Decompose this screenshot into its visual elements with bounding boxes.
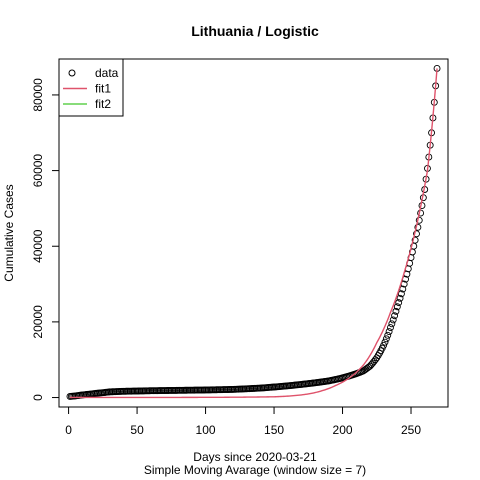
data-points <box>66 65 441 400</box>
fit1-line <box>69 68 438 399</box>
chart-title: Lithuania / Logistic <box>191 23 319 39</box>
data-point <box>381 338 389 346</box>
x-tick-label: 100 <box>196 423 216 437</box>
legend-symbol-data <box>68 69 76 77</box>
x-tick-label: 250 <box>401 423 421 437</box>
data-point <box>395 299 403 307</box>
x-axis: 0 50 100 150 200 250 <box>65 406 421 437</box>
y-tick-label: 40000 <box>31 229 45 263</box>
data-point <box>384 331 392 339</box>
legend-label-data: data <box>95 66 119 80</box>
y-tick-label: 80000 <box>31 78 45 112</box>
data-point <box>415 216 423 224</box>
legend-label-fit1: fit1 <box>95 82 111 96</box>
data-point <box>397 290 405 298</box>
data-point <box>411 236 419 244</box>
data-point <box>413 230 420 238</box>
x-tick-label: 150 <box>264 423 284 437</box>
fit-lines <box>69 68 438 399</box>
data-point <box>392 307 400 315</box>
y-axis: 0 20000 40000 60000 80000 <box>31 78 60 401</box>
y-tick-label: 0 <box>31 394 45 401</box>
legend-box <box>58 58 124 117</box>
y-axis-label: Cumulative Cases <box>2 184 16 281</box>
x-axis-sublabel: Simple Moving Avarage (window size = 7) <box>144 463 366 477</box>
x-tick-label: 200 <box>333 423 353 437</box>
x-tick-label: 0 <box>65 423 72 437</box>
y-tick-label: 60000 <box>31 154 45 188</box>
data-point <box>382 335 390 343</box>
legend-label-fit2: fit2 <box>95 97 111 111</box>
data-point <box>389 316 397 324</box>
data-point <box>380 341 388 349</box>
x-axis-label: Days since 2020-03-21 <box>193 450 317 464</box>
data-point <box>385 328 393 335</box>
x-tick-label: 50 <box>130 423 144 437</box>
data-point <box>393 303 401 311</box>
data-point <box>387 324 394 332</box>
data-point <box>414 223 422 231</box>
data-point <box>396 294 404 302</box>
y-tick-label: 20000 <box>31 305 45 339</box>
data-point <box>388 320 396 328</box>
data-point <box>391 312 399 320</box>
